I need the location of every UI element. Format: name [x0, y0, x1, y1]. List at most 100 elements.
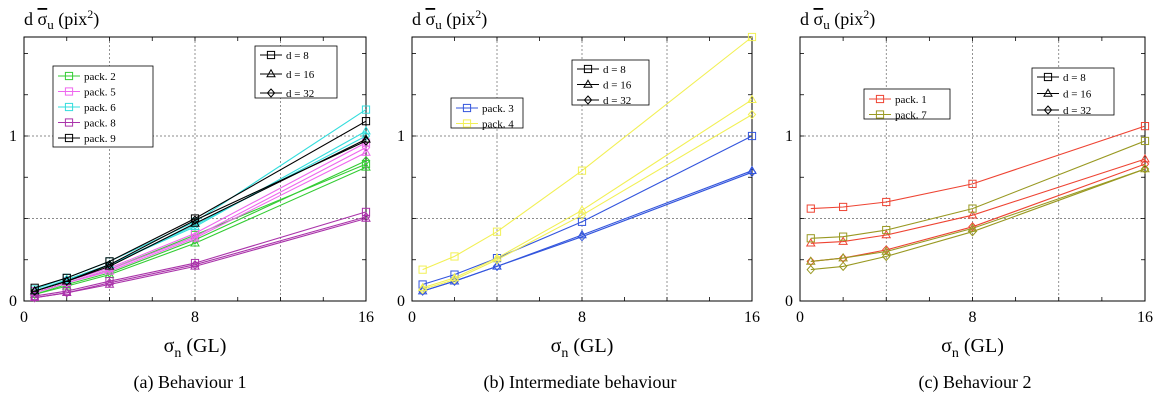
data-point-d8: [577, 166, 587, 175]
legend-label: pack. 9: [84, 133, 116, 145]
data-point-d32: [361, 131, 371, 141]
legend-marker: [64, 87, 74, 96]
legend-marker: [583, 95, 593, 105]
legend-label: d = 16: [1063, 89, 1092, 101]
legend-marker: [64, 133, 74, 143]
y-axis-label-superscript: 2: [87, 7, 93, 21]
data-point-d16: [881, 246, 892, 255]
series-pack-8: [29, 207, 371, 303]
data-point-d16: [838, 236, 848, 245]
x-axis-label-subscript: n: [561, 346, 568, 361]
y-axis-label-prefix: d: [800, 9, 814, 29]
series-line-d16: [422, 99, 753, 289]
x-tick-label: 16: [1137, 309, 1153, 326]
subfigure-caption: (c) Behaviour 2: [919, 372, 1032, 393]
y-axis-label-subscript: u: [823, 17, 830, 32]
legend-label: pack. 7: [895, 110, 927, 122]
legend-marker: [1043, 105, 1053, 115]
data-point-d16: [1140, 153, 1150, 163]
x-axis-label: σn (GL): [551, 335, 614, 361]
x-tick-label: 0: [408, 309, 416, 326]
data-point-d32: [968, 226, 977, 237]
data-point-d32: [577, 231, 587, 242]
series-line-d16: [810, 158, 1146, 244]
series-line-d32: [34, 140, 367, 292]
data-point-d16: [838, 252, 848, 262]
x-tick-label: 8: [969, 309, 977, 326]
data-point-d8: [806, 204, 815, 213]
data-point-d16: [361, 147, 371, 156]
legend-marker: [875, 94, 885, 104]
legend-marker: [583, 64, 593, 74]
data-point-d8: [968, 204, 977, 213]
series-line-d8: [810, 125, 1146, 210]
legend-label: pack. 6: [84, 102, 116, 114]
y-axis-label-unit: (pix: [830, 9, 864, 30]
data-point-d32: [361, 142, 371, 153]
series-line-d32: [34, 216, 367, 299]
legend-marker: [1043, 72, 1053, 82]
data-point-d32: [450, 274, 459, 285]
data-point-d32: [30, 292, 39, 303]
y-axis-label-symbol: σ: [814, 9, 824, 29]
chart-panel-3: 0 8 16 0 1 d σu (pix2)σ n (GL) (c) Behaviour 2 p…: [785, 7, 1153, 393]
x-tick-label: 0: [796, 309, 804, 326]
data-point-d32: [361, 156, 371, 166]
y-axis-label-superscript: 2: [863, 7, 869, 21]
x-tick-label: 8: [191, 309, 199, 326]
x-axis-label-unit: (GL): [959, 335, 1004, 357]
data-point-d8: [418, 280, 427, 289]
data-point-d8: [882, 197, 891, 207]
data-point-d32: [881, 251, 891, 262]
legend-label: d = 32: [286, 88, 314, 100]
data-point-d32: [838, 261, 848, 272]
data-point-d32: [30, 286, 39, 296]
data-point-d32: [1140, 164, 1150, 174]
legend-marker: [875, 110, 885, 119]
legend-marker: [64, 118, 74, 127]
data-point-d8: [747, 131, 757, 141]
legend-label: d = 32: [603, 95, 631, 107]
y-axis-label-unit: (pix: [442, 9, 476, 30]
legend-marker: [64, 102, 74, 112]
x-axis-label-unit: (GL): [181, 335, 226, 357]
y-axis-label: d σu (pix2): [800, 7, 875, 32]
y-axis-label: d σu (pix2): [24, 7, 99, 32]
data-point-d32: [105, 264, 114, 275]
series-pack-7: [805, 136, 1150, 275]
y-axis-label: d σu (pix2): [412, 7, 487, 32]
data-point-d32: [492, 255, 502, 265]
legend-label: pack. 8: [84, 118, 116, 130]
data-point-d8: [450, 252, 459, 261]
y-tick-label: 0: [785, 293, 793, 310]
legend-label: pack. 2: [84, 71, 116, 83]
data-point-d8: [968, 179, 977, 188]
x-tick-label: 8: [578, 309, 586, 326]
y-axis-label-close: ): [481, 9, 487, 30]
legend-label: d = 16: [286, 69, 315, 81]
y-axis-label-superscript: 2: [475, 7, 481, 21]
data-point-d16: [190, 238, 200, 247]
data-point-d8: [806, 234, 815, 243]
legend-marker: [266, 88, 276, 98]
y-axis-label-close: ): [93, 9, 99, 30]
data-point-d16: [577, 205, 587, 214]
data-point-d8: [30, 283, 39, 292]
y-tick-label: 1: [785, 128, 793, 145]
x-axis-label-subscript: n: [952, 346, 959, 361]
x-tick-label: 0: [20, 309, 28, 326]
series-line-d8: [422, 36, 753, 271]
legend-marker: [462, 119, 472, 128]
data-point-d32: [577, 210, 587, 220]
series-line-d32: [422, 171, 753, 292]
x-tick-label: 16: [744, 309, 760, 326]
legend-label: pack. 5: [84, 87, 116, 99]
legend-label: d = 8: [603, 64, 626, 76]
data-point-d32: [747, 167, 757, 178]
legend-label: pack. 1: [895, 94, 927, 106]
series-line-d32: [810, 168, 1146, 271]
data-point-d16: [1140, 163, 1150, 173]
legend-marker: [266, 68, 276, 78]
